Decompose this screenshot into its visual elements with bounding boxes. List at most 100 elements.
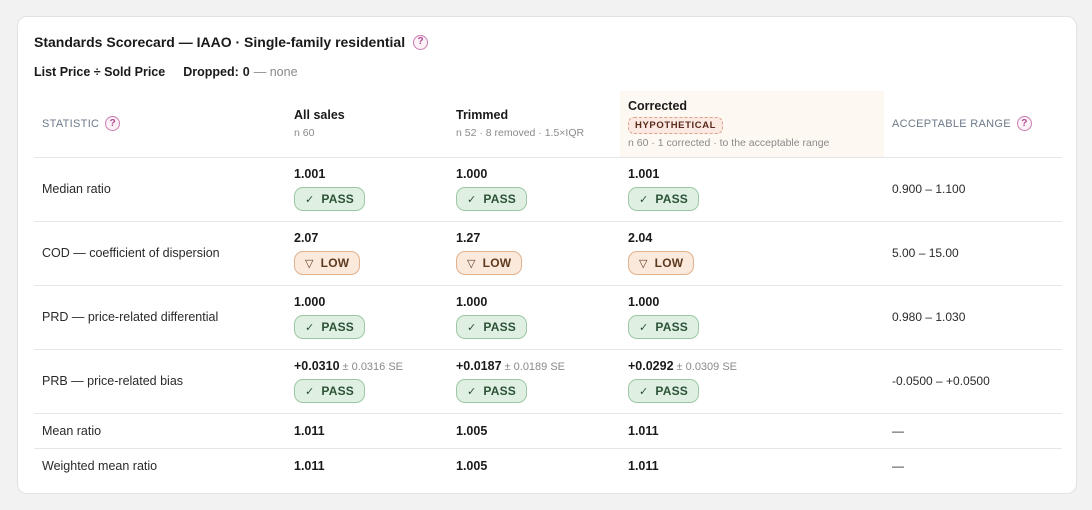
stat-name: PRD — price-related differential (34, 285, 286, 350)
check-icon: ✓ (639, 193, 649, 206)
table-row: COD — coefficient of dispersion 2.07 ▽ LO… (34, 221, 1062, 286)
trimmed-cell: 1.27 ▽ LOW (448, 221, 620, 286)
badge-label: PASS (655, 320, 689, 334)
stat-name: Weighted mean ratio (42, 458, 158, 473)
card-subheader: List Price ÷ Sold Price Dropped: 0 — non… (34, 65, 298, 79)
check-icon: ✓ (467, 193, 477, 206)
badge-label: PASS (321, 384, 355, 398)
acceptable-range: — (892, 458, 904, 473)
corrected-meta: n 60 · 1 corrected · to the acceptable r… (628, 136, 830, 149)
column-header-corrected: Corrected HYPOTHETICAL n 60 · 1 correcte… (620, 91, 884, 158)
all-sales-cell: 1.011 (286, 448, 448, 483)
stat-value: 1.000 (294, 295, 326, 309)
dropped-value: 0 (242, 65, 250, 79)
stat-value: 1.005 (456, 423, 488, 438)
scorecard-card: Standards Scorecard — IAAO · Single-fami… (17, 16, 1077, 494)
badge-label: PASS (655, 192, 689, 206)
pass-badge: ✓ PASS (294, 379, 366, 403)
pass-badge: ✓ PASS (456, 379, 528, 403)
check-icon: ✓ (639, 385, 649, 398)
pass-badge: ✓ PASS (456, 187, 528, 211)
table-row: PRD — price-related differential 1.000 ✓… (34, 285, 1062, 350)
triangle-down-icon: ▽ (639, 257, 648, 270)
standard-error: ± 0.0189 SE (504, 361, 566, 373)
badge-label: LOW (654, 256, 684, 270)
metric-label: List Price ÷ Sold Price (34, 65, 166, 79)
table-row: PRB — price-related bias +0.0310 ± 0.0316… (34, 349, 1062, 414)
column-header-trimmed: Trimmed n 52 · 8 removed · 1.5×IQR (448, 91, 620, 158)
stat-value: 1.000 (628, 295, 660, 309)
pass-badge: ✓ PASS (628, 315, 700, 339)
trimmed-title: Trimmed (456, 108, 509, 123)
corrected-title: Corrected (628, 98, 688, 113)
check-icon: ✓ (467, 385, 477, 398)
help-icon[interactable]: ? (413, 34, 429, 50)
help-icon[interactable]: ? (105, 116, 121, 132)
stat-value: 1.011 (294, 423, 325, 438)
stat-value: 1.001 (628, 167, 660, 181)
stat-value: 1.000 (456, 167, 488, 181)
dropped-label: Dropped: (183, 65, 239, 79)
low-badge: ▽ LOW (628, 251, 695, 275)
check-icon: ✓ (305, 385, 315, 398)
table-row: Weighted mean ratio 1.011 1.005 1.011 — (34, 448, 1062, 483)
low-badge: ▽ LOW (294, 251, 361, 275)
column-header-all-sales: All sales n 60 (286, 91, 448, 158)
stat-value: 1.011 (294, 458, 325, 473)
corrected-cell: +0.0292 ± 0.0309 SE ✓ PASS (620, 349, 884, 414)
standard-error: ± 0.0316 SE (342, 361, 404, 373)
badge-label: PASS (483, 320, 517, 334)
all-sales-meta: n 60 (294, 127, 315, 140)
statistic-header-label: STATISTIC (42, 117, 100, 130)
badge-label: PASS (483, 384, 517, 398)
stat-name: Median ratio (34, 157, 286, 222)
dropped-note: — none (253, 65, 298, 79)
stat-value: 1.001 (294, 167, 326, 181)
trimmed-cell: 1.005 (448, 448, 620, 483)
stat-value: 1.27 (456, 231, 481, 245)
badge-label: LOW (320, 256, 350, 270)
pass-badge: ✓ PASS (294, 315, 366, 339)
corrected-cell: 1.011 (620, 413, 884, 449)
card-header: Standards Scorecard — IAAO · Single-fami… (34, 34, 429, 50)
table-header-row: STATISTIC ? All sales n 60 Trimmed n 52 … (34, 91, 1062, 158)
corrected-cell: 1.011 (620, 448, 884, 483)
badge-label: PASS (483, 192, 517, 206)
table-row: Mean ratio 1.011 1.005 1.011 — (34, 413, 1062, 449)
standard-error: ± 0.0309 SE (676, 361, 738, 373)
acceptable-range: 0.980 – 1.030 (884, 285, 1062, 350)
stat-value: +0.0292 (628, 359, 674, 373)
corrected-cell: 2.04 ▽ LOW (620, 221, 884, 286)
all-sales-title: All sales (294, 108, 345, 123)
stat-value: 1.005 (456, 458, 488, 473)
low-badge: ▽ LOW (456, 251, 523, 275)
stat-value: 1.011 (628, 423, 659, 438)
stat-value: 1.000 (456, 295, 488, 309)
pass-badge: ✓ PASS (628, 379, 700, 403)
stat-value: 1.011 (628, 458, 659, 473)
all-sales-cell: 1.000 ✓ PASS (286, 285, 448, 350)
stat-value: 2.04 (628, 231, 653, 245)
table-row: Median ratio 1.001 ✓ PASS 1.000 ✓ PASS 1.0… (34, 157, 1062, 222)
stat-value: +0.0310 (294, 359, 340, 373)
all-sales-cell: 1.011 (286, 413, 448, 449)
badge-label: LOW (482, 256, 512, 270)
pass-badge: ✓ PASS (628, 187, 700, 211)
card-title: Standards Scorecard — IAAO · Single-fami… (34, 34, 406, 50)
help-icon[interactable]: ? (1016, 116, 1032, 132)
scorecard-table: STATISTIC ? All sales n 60 Trimmed n 52 … (34, 91, 1062, 483)
trimmed-cell: 1.005 (448, 413, 620, 449)
triangle-down-icon: ▽ (467, 257, 476, 270)
badge-label: PASS (321, 192, 355, 206)
corrected-cell: 1.001 ✓ PASS (620, 157, 884, 222)
trimmed-cell: +0.0187 ± 0.0189 SE ✓ PASS (448, 349, 620, 414)
trimmed-meta: n 52 · 8 removed · 1.5×IQR (456, 127, 585, 140)
trimmed-cell: 1.000 ✓ PASS (448, 157, 620, 222)
stat-value: +0.0187 (456, 359, 502, 373)
stat-name: Mean ratio (34, 413, 286, 449)
acceptable-range: 5.00 – 15.00 (884, 221, 1062, 286)
check-icon: ✓ (639, 321, 649, 334)
trimmed-cell: 1.000 ✓ PASS (448, 285, 620, 350)
check-icon: ✓ (305, 321, 315, 334)
stat-value: 2.07 (294, 231, 319, 245)
